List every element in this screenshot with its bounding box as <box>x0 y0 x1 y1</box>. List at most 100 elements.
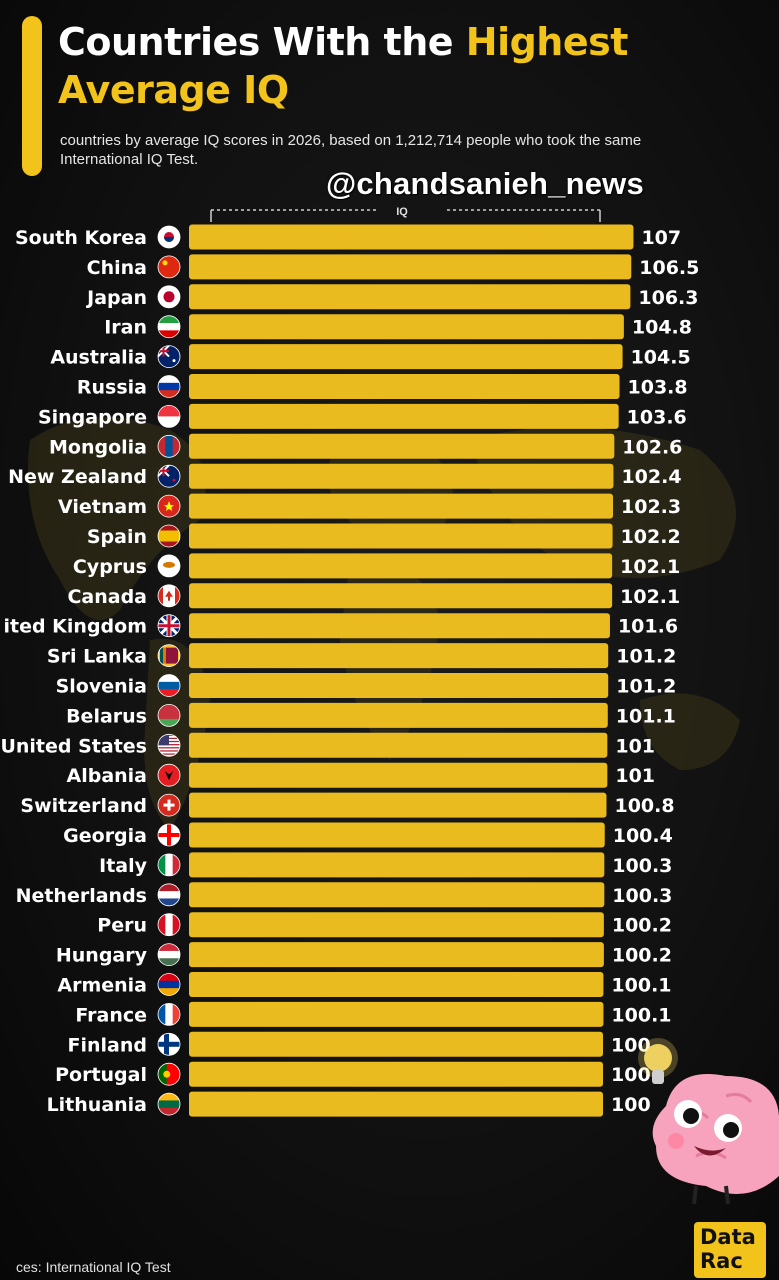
value-label: 102.4 <box>621 466 681 488</box>
logo-line-2: Rac <box>700 1249 743 1273</box>
value-label: 107 <box>641 227 681 249</box>
category-label: China <box>87 257 147 279</box>
bar <box>189 702 608 728</box>
bar-row: Finland 100 <box>68 1031 651 1057</box>
title-white-part: Countries With the <box>58 20 454 64</box>
bar <box>189 673 609 698</box>
bar-row: Canada 102.1 <box>67 583 680 609</box>
category-label: Vietnam <box>58 496 147 518</box>
category-label: Spain <box>87 526 147 548</box>
bar <box>189 224 634 250</box>
bar <box>189 882 605 908</box>
bar-row: Japan 106.3 <box>85 284 699 310</box>
bar-row: Portugal 100 <box>55 1061 651 1087</box>
category-label: Hungary <box>56 945 148 967</box>
brain-mascot-icon <box>638 1038 779 1205</box>
value-label: 104.5 <box>631 347 691 369</box>
category-label: Georgia <box>63 825 147 847</box>
value-label: 102.1 <box>620 586 680 608</box>
category-label: Peru <box>97 915 147 937</box>
bar <box>189 1061 603 1087</box>
category-label: Singapore <box>38 406 147 428</box>
canada-flag-icon <box>157 584 181 608</box>
value-label: 100.8 <box>614 795 674 817</box>
japan-flag-icon <box>157 285 181 309</box>
bar <box>189 403 619 429</box>
portugal-flag-icon <box>157 1062 181 1086</box>
iran-flag-icon <box>157 315 181 339</box>
bar <box>189 1031 603 1057</box>
spain-flag-icon <box>157 524 181 548</box>
bar-row: Russia 103.8 <box>77 374 688 399</box>
value-label: 102.2 <box>621 526 681 548</box>
value-label: 104.8 <box>632 317 692 339</box>
bar <box>189 254 632 280</box>
australia-flag-icon <box>157 345 181 369</box>
bar <box>189 613 610 639</box>
bar <box>189 523 613 549</box>
value-label: 100.2 <box>612 945 672 967</box>
value-label: 102.6 <box>622 436 682 458</box>
finland-flag-icon <box>157 1032 181 1056</box>
singapore-flag-icon <box>157 404 181 428</box>
value-label: 106.3 <box>638 287 698 309</box>
russia-flag-icon <box>157 375 181 398</box>
category-label: Australia <box>50 347 147 369</box>
bar <box>189 942 604 968</box>
bar-row: Belarus 101.1 <box>66 702 676 728</box>
source-note: ces: International IQ Test <box>16 1259 171 1275</box>
bar-row: China 106.5 <box>87 254 699 280</box>
title-accent-bar <box>22 16 42 176</box>
bar-row: Albania 101 <box>67 762 655 788</box>
value-label: 100.1 <box>611 1004 671 1026</box>
bar <box>189 822 605 848</box>
bar <box>189 732 608 758</box>
bar <box>189 493 614 519</box>
bar-row: United States 101 <box>0 732 655 758</box>
bar <box>189 583 613 609</box>
value-label: 102.3 <box>621 496 681 518</box>
bar-row: Netherlands 100.3 <box>16 882 672 908</box>
bar <box>189 972 604 997</box>
bar <box>189 314 624 340</box>
category-label: ited Kingdom <box>3 616 147 638</box>
category-label: South Korea <box>15 227 147 249</box>
value-label: 101.1 <box>616 705 676 727</box>
category-label: Belarus <box>66 705 147 727</box>
bar-row: South Korea 107 <box>15 224 681 250</box>
category-label: Japan <box>85 287 147 309</box>
peru-flag-icon <box>157 913 181 937</box>
bar-row: Slovenia 101.2 <box>56 673 676 698</box>
category-label: Armenia <box>57 975 147 997</box>
mongolia-flag-icon <box>157 434 181 458</box>
value-label: 103.6 <box>627 406 687 428</box>
value-label: 101.2 <box>616 676 676 698</box>
datarac-logo: Data Rac <box>694 1222 766 1278</box>
bar-row: Switzerland 100.8 <box>20 792 675 818</box>
category-label: United States <box>0 735 147 757</box>
bar-row: Lithuania 100 <box>47 1091 651 1117</box>
vietnam-flag-icon <box>157 494 181 518</box>
value-label: 101.2 <box>616 646 676 668</box>
page-subtitle: countries by average IQ scores in 2026, … <box>60 132 642 168</box>
bar-row: Vietnam 102.3 <box>58 493 681 519</box>
category-label: New Zealand <box>8 466 147 488</box>
bar <box>189 344 623 370</box>
category-label: Netherlands <box>16 885 147 907</box>
bar-row: Spain 102.2 <box>87 523 681 549</box>
value-label: 100 <box>611 1064 651 1086</box>
slovenia-flag-icon <box>157 674 181 697</box>
bar <box>189 284 631 310</box>
category-label: Russia <box>77 377 147 399</box>
value-label: 101 <box>615 735 655 757</box>
watermark-handle: @chandsanieh_news <box>326 166 644 201</box>
page-title: Countries With the Highest Average IQ <box>58 18 758 114</box>
category-label: Portugal <box>55 1064 147 1086</box>
value-label: 101 <box>615 765 655 787</box>
value-label: 100.2 <box>612 915 672 937</box>
bar <box>189 762 608 788</box>
value-label: 103.8 <box>628 377 688 399</box>
france-flag-icon <box>157 1003 181 1026</box>
new-zealand-flag-icon <box>157 464 181 488</box>
category-label: Mongolia <box>49 436 147 458</box>
